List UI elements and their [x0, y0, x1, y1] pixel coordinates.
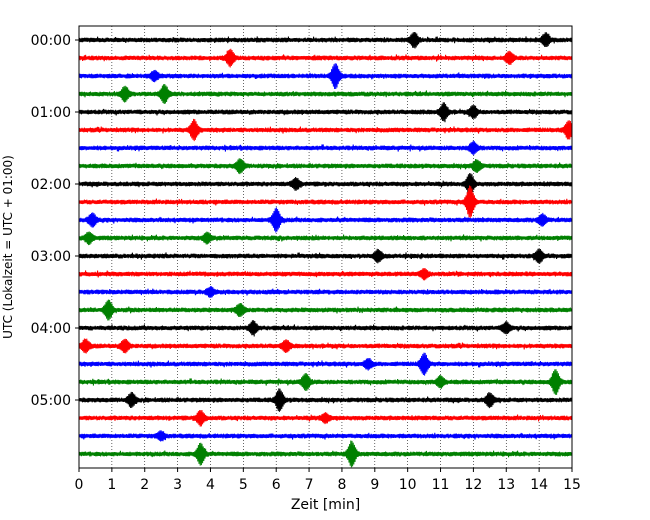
x-axis-label: Zeit [min] — [291, 497, 360, 513]
trace-line — [78, 320, 573, 337]
trace-line — [78, 286, 573, 298]
y-tick-label: 05:00 — [31, 393, 71, 409]
plot-frame — [78, 25, 573, 469]
y-axis-label: UTC (Lokalzeit = UTC + 01:00) — [1, 155, 15, 339]
trace-line — [78, 410, 573, 427]
y-tick-label: 03:00 — [31, 249, 71, 265]
seismogram-traces — [78, 32, 573, 468]
trace-line — [78, 118, 573, 142]
trace-line — [78, 388, 573, 412]
trace-line — [78, 268, 573, 281]
x-tick-label: 2 — [140, 477, 149, 493]
x-tick-label: 0 — [75, 477, 84, 493]
trace-line — [78, 338, 573, 354]
x-tick-label: 7 — [305, 477, 314, 493]
x-tick-label: 12 — [464, 477, 482, 493]
x-tick-label: 6 — [272, 477, 281, 493]
x-axis-ticks: 0 1 2 3 4 5 6 7 8 9 10 11 12 13 14 15 — [75, 468, 581, 493]
trace-line — [78, 63, 573, 90]
trace-line — [78, 248, 573, 264]
trace-line — [78, 173, 573, 196]
trace-line — [78, 231, 573, 246]
y-tick-label: 00:00 — [31, 33, 71, 49]
x-tick-label: 5 — [239, 477, 248, 493]
trace-line — [78, 440, 573, 468]
trace-line — [78, 140, 573, 156]
trace-line — [78, 430, 573, 442]
x-tick-label: 9 — [370, 477, 379, 493]
trace-line — [78, 352, 573, 376]
trace-line — [78, 84, 573, 104]
y-tick-label: 04:00 — [31, 321, 71, 337]
x-tick-label: 15 — [563, 477, 581, 493]
x-tick-label: 8 — [337, 477, 346, 493]
x-tick-label: 4 — [206, 477, 215, 493]
x-tick-label: 11 — [432, 477, 450, 493]
x-tick-label: 1 — [107, 477, 116, 493]
x-tick-label: 13 — [497, 477, 515, 493]
x-tick-label: 14 — [530, 477, 548, 493]
y-axis-ticks: 00:00 01:00 02:00 03:00 04:00 05:00 — [31, 33, 79, 409]
y-tick-label: 02:00 — [31, 177, 71, 193]
trace-line — [78, 158, 573, 175]
y-tick-label: 01:00 — [31, 105, 71, 121]
x-tick-label: 10 — [399, 477, 417, 493]
x-tick-label: 3 — [173, 477, 182, 493]
trace-line — [78, 48, 573, 68]
trace-line — [78, 102, 573, 123]
trace-line — [78, 299, 573, 321]
trace-line — [78, 369, 573, 395]
trace-line — [78, 207, 573, 233]
trace-line — [78, 32, 573, 49]
trace-line — [78, 185, 573, 218]
